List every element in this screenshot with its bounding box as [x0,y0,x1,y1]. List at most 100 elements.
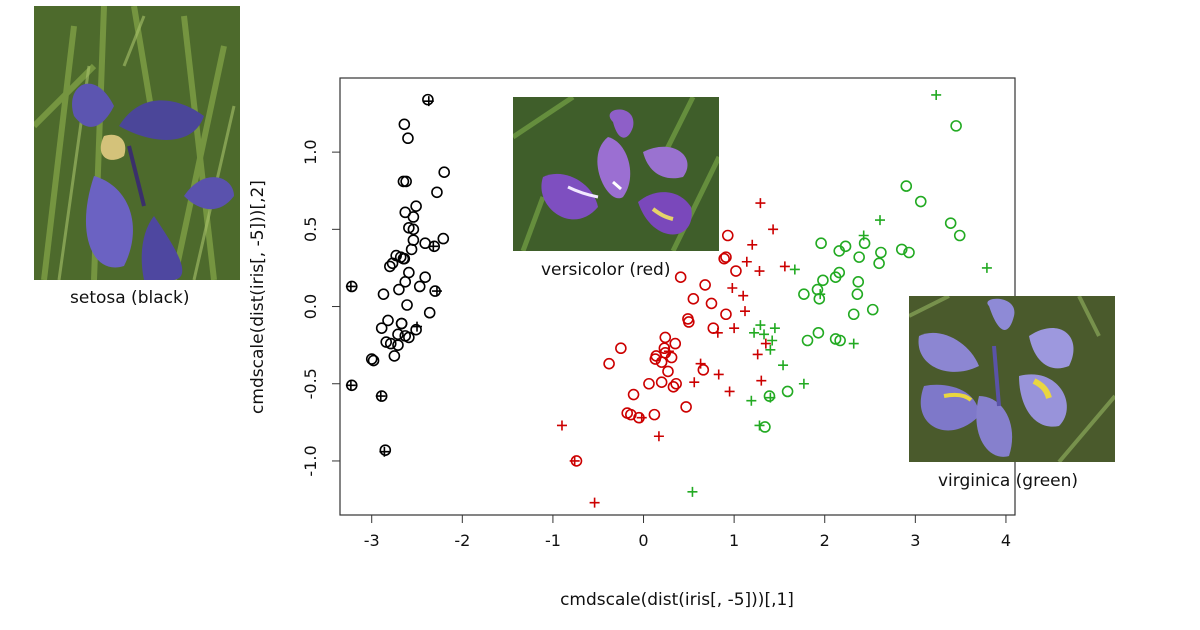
virginica-point [763,390,776,402]
virginica-point [900,180,913,192]
versicolor-point [649,353,662,365]
setosa-point [403,331,415,344]
versicolor-cross-point [724,386,735,397]
setosa-point [405,243,418,256]
x-tick-label: 4 [1001,531,1011,550]
virginica-point [853,251,865,263]
setosa-point [388,350,401,362]
virginica-cross-point [931,89,942,100]
virginica-point [801,334,814,347]
setosa-point [419,271,431,283]
virginica-point [781,385,794,398]
setosa-point [423,306,436,319]
setosa-point [437,232,450,245]
virginica-cross-point [778,360,789,371]
virginica-point [851,288,864,300]
versicolor-cross-point [712,327,723,338]
x-axis-label: cmdscale(dist(iris[, -5]))[,1] [560,590,794,610]
versicolor-point [674,271,687,283]
versicolor-point [648,408,661,421]
virginica-point [852,276,865,288]
virginica-point [829,333,842,345]
setosa-point [365,353,378,365]
setosa-point [367,354,380,367]
setosa-point [398,118,411,131]
y-tick-label: 0.0 [301,294,320,319]
virginica-point [914,195,927,208]
setosa-point [413,280,426,293]
versicolor-point [699,279,711,291]
virginica-point [812,326,825,339]
virginica-cross-point [746,395,757,406]
virginica-cross-point [755,320,766,331]
y-tick-label: -1.0 [301,445,320,476]
virginica-cross-point [765,344,776,355]
virginica-point [944,217,957,229]
virginica-cross-point [765,392,776,403]
x-tick-label: 0 [638,531,648,550]
setosa-point [438,166,450,178]
setosa-point [410,200,422,212]
y-tick-label: 0.5 [301,217,320,242]
versicolor-cross-point [695,358,706,369]
versicolor-point [687,293,700,305]
setosa-caption: setosa (black) [70,288,190,308]
versicolor-point [627,388,640,401]
virginica-cross-point [759,329,770,340]
versicolor-cross-point [752,349,763,360]
versicolor-cross-point [741,256,752,267]
virginica-cross-point [875,215,885,226]
virginica-cross-point [858,230,869,241]
versicolor-point [707,322,720,334]
versicolor-point [643,377,655,390]
versicolor-point [603,357,615,370]
setosa-cross-point [379,446,390,457]
setosa-point [379,444,392,456]
versicolor-cross-point [569,455,580,466]
x-tick-label: -1 [545,531,561,550]
versicolor-point [718,252,730,265]
setosa-point [407,211,420,223]
virginica-photo [909,296,1115,462]
virginica-cross-point [767,335,778,346]
x-tick-label: 1 [729,531,739,550]
virginica-point [950,120,962,132]
virginica-point [847,308,860,321]
versicolor-cross-point [779,261,790,272]
virginica-cross-point [749,327,760,338]
versicolor-cross-point [740,306,750,317]
versicolor-point [669,337,682,350]
setosa-cross-point [345,380,356,391]
virginica-point [903,246,915,259]
setosa-point [392,328,404,341]
setosa-point [422,93,434,106]
x-axis: -3 -2 -1 0 1 2 3 4 [364,514,1011,550]
setosa-point [382,314,394,327]
versicolor-point [730,265,742,277]
virginica-point [833,245,846,257]
versicolor-cross-point [689,377,700,388]
versicolor-point [670,377,682,390]
versicolor-cross-point [653,431,664,442]
x-tick-label: 2 [820,531,830,550]
setosa-cross-point [375,391,386,402]
virginica-point [813,293,826,305]
virginica-point [873,257,885,270]
versicolor-cross-point [713,369,724,380]
versicolor-point [720,251,732,263]
virginica-point [817,274,829,287]
setosa-cross-point [423,96,434,107]
setosa-point [402,132,414,145]
setosa-point [393,283,405,296]
setosa-cross-point [345,281,356,292]
setosa-cross-point [428,241,439,252]
versicolor-cross-point [738,290,749,301]
setosa-point [392,339,404,351]
versicolor-cross-point [729,323,740,334]
setosa-point [403,266,415,279]
versicolor-cross-point [556,420,567,431]
setosa-point [386,257,399,270]
versicolor-cross-point [760,338,771,349]
